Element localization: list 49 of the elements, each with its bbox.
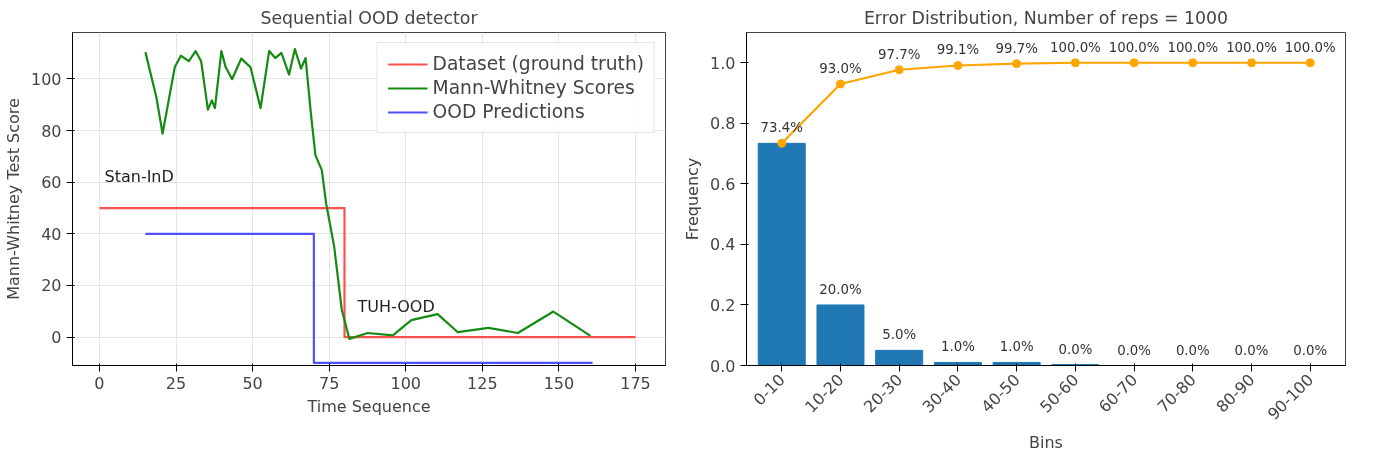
x-tick-label: 125 [467,373,498,393]
y-tick-label: 0 [51,328,62,348]
data-label: 99.1% [936,42,980,58]
y-tick-label: 0.2 [710,295,736,315]
x-axis-title: Time Sequence [306,396,431,416]
data-label: 1.0% [940,339,975,355]
y-tick-label: 0.0 [710,356,736,376]
y-tick-label: 100 [30,69,62,89]
data-label: 0.0% [1293,342,1328,358]
y-tick-label: 60 [41,173,62,193]
x-tick-label: 100 [390,373,422,393]
data-label: 100.0% [1108,39,1160,55]
data-label: 0.0% [1117,342,1152,358]
y-tick-label: 0.8 [710,114,736,134]
legend-label: Mann-Whitney Scores [432,77,635,98]
y-axis-title: Mann-Whitney Test Score [3,98,23,300]
data-label: 100.0% [1167,39,1219,55]
y-tick-label: 40 [41,224,62,244]
x-tick-label: 75 [319,373,340,393]
data-label: 100.0% [1284,39,1336,55]
y-tick-label: 0.4 [710,235,736,255]
data-label: 100.0% [1049,39,1101,55]
data-label: 5.0% [882,327,917,343]
legend-label: Dataset (ground truth) [432,53,644,74]
data-label: 0.0% [1234,342,1269,358]
x-tick-label: 25 [165,373,187,393]
data-label: 0.0% [1058,341,1093,357]
data-label: 100.0% [1226,39,1277,55]
data-label: 97.7% [878,46,921,62]
annotation: TUH-OOD [356,296,435,316]
data-label: 99.7% [995,40,1038,56]
data-label: 20.0% [819,281,862,297]
y-tick-label: 20 [41,276,62,296]
legend-label: OOD Predictions [432,101,585,122]
y-tick-label: 1.0 [710,53,736,73]
data-label: 1.0% [999,339,1034,355]
y-axis-title: Frequency [683,157,703,241]
x-tick-label: 175 [620,373,651,393]
x-tick-label: 50 [242,373,263,393]
data-label: 93.0% [819,60,862,76]
x-axis-title: Bins [1029,433,1063,453]
x-tick-label: 150 [543,373,575,393]
x-tick-label: 0 [94,373,105,393]
chart-title: Error Distribution, Number of reps = 1000 [863,7,1229,28]
y-tick-label: 0.6 [710,174,736,194]
annotation: Stan-InD [104,166,174,186]
y-tick-label: 80 [41,121,62,141]
data-label: 0.0% [1175,342,1210,358]
chart-title: Sequential OOD detector [260,7,479,28]
